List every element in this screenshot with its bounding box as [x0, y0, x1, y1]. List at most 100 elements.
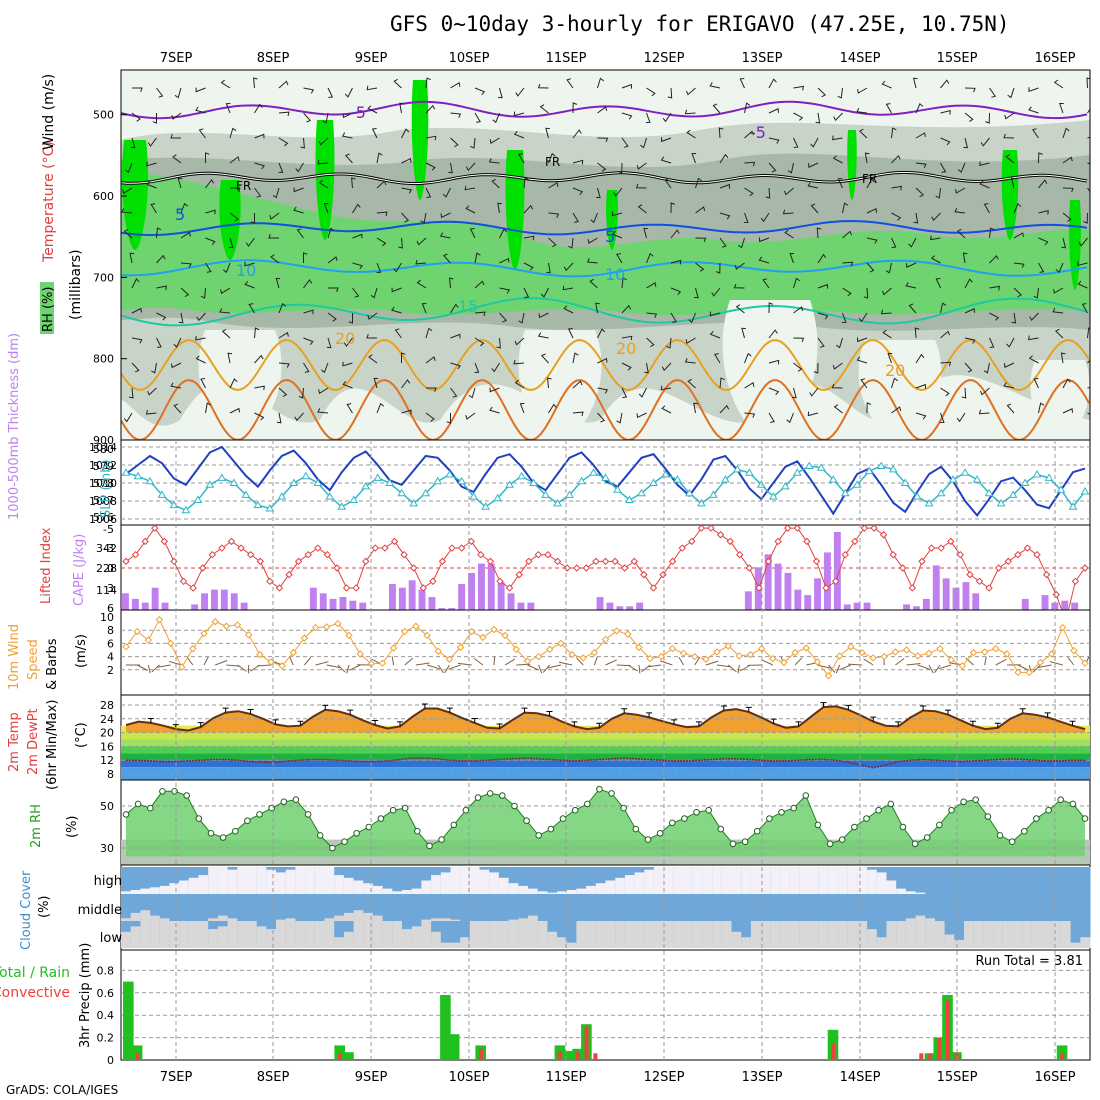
wind-barb — [351, 177, 356, 189]
wind-barb — [446, 413, 451, 424]
wind-speed-point — [1014, 668, 1022, 677]
cloud-cell — [653, 894, 665, 921]
wind-barb — [491, 362, 500, 373]
wind-speed-point — [233, 621, 242, 629]
cloud-gap — [421, 919, 432, 921]
wind-barb — [540, 287, 549, 298]
cloud-gap — [518, 921, 529, 948]
wind-barb — [205, 209, 216, 215]
wind-speed-point — [356, 650, 364, 658]
wind-barb — [1053, 79, 1064, 89]
wind-barb — [621, 83, 632, 89]
wind-barb — [940, 79, 950, 89]
lifted-index-point — [630, 557, 638, 566]
cloud-cell — [925, 867, 936, 894]
wind-barb — [611, 211, 623, 217]
wind-barb — [885, 103, 892, 114]
wind-barb — [1087, 327, 1090, 339]
wind-barb — [548, 237, 557, 248]
lifted-index-point — [774, 537, 782, 546]
wind-barb — [1038, 402, 1045, 414]
cloud-gap — [159, 921, 170, 948]
wind-barb — [962, 252, 968, 264]
y-label-convective: Convective — [0, 985, 70, 1001]
cloud-cell — [634, 894, 645, 921]
y-label-2m-temp: 2m Temp — [7, 712, 22, 772]
cape-bar — [458, 584, 466, 610]
lifted-index-point — [314, 544, 322, 552]
cloud-gap — [343, 931, 355, 948]
wind-speed-point — [1058, 623, 1067, 632]
wind-barb — [815, 112, 821, 124]
precip-total-bar — [334, 1045, 345, 1060]
wind-barb — [278, 302, 287, 314]
cloud-cell — [595, 894, 606, 921]
lifted-index-point — [707, 524, 715, 532]
wind-barb — [465, 162, 476, 172]
wind-speed-point — [300, 634, 309, 642]
wind-barb — [964, 308, 975, 314]
thickness-point — [732, 464, 742, 473]
wind-barb — [912, 77, 918, 89]
cloud-gap — [896, 888, 907, 894]
wind-tick-label: 10 — [100, 611, 114, 624]
temp-minmax-mark — [446, 707, 453, 713]
wind-barb — [317, 408, 329, 414]
cloud-gap — [809, 921, 820, 948]
wind-barb — [979, 387, 990, 396]
wind-barb — [734, 262, 745, 270]
cloud-gap — [198, 921, 209, 948]
wind-barb — [685, 337, 696, 344]
wind-barb — [328, 287, 339, 292]
wind-barb — [866, 262, 875, 273]
wind-barb — [1078, 237, 1088, 247]
cloud-gap — [460, 867, 471, 894]
wind-barb — [684, 109, 696, 115]
wind-barb — [343, 337, 353, 347]
lifted-index-point — [218, 544, 226, 552]
cloud-gap — [789, 867, 800, 894]
slp-line — [125, 445, 1086, 518]
wind-barb — [590, 212, 598, 224]
wind-barb — [228, 237, 234, 249]
wind-barb — [227, 352, 233, 364]
cloud-cell — [208, 894, 219, 921]
wind-barb — [322, 112, 329, 124]
lifted-index-point — [1004, 557, 1012, 566]
cloud-gap — [121, 931, 132, 948]
lifted-index-point — [726, 537, 734, 546]
wind-barb — [881, 287, 892, 296]
thickness-tick-label: 578 — [93, 477, 114, 490]
wind-barb — [719, 404, 730, 414]
thickness-point — [241, 490, 251, 498]
rh-plume — [1069, 200, 1081, 290]
rh2m-point — [511, 802, 518, 810]
cloud-cell — [130, 894, 141, 921]
cape-bar — [764, 554, 772, 610]
wind-barb — [425, 135, 437, 141]
wind-barb — [857, 87, 868, 94]
wind-barb — [572, 159, 584, 165]
wind-barb — [123, 228, 133, 239]
lifted-index-point — [659, 570, 667, 579]
thickness-point — [1032, 470, 1042, 478]
rh2m-point — [948, 806, 955, 814]
cloud-cell — [324, 894, 335, 921]
wind-speed-point — [456, 643, 465, 652]
precip-convective-bar — [584, 1026, 589, 1060]
wind-barb — [719, 377, 725, 389]
lifted-index-point — [793, 524, 802, 532]
cloud-gap — [528, 915, 539, 921]
wind-barb — [1038, 237, 1049, 246]
cloud-gap — [818, 867, 829, 894]
cape-bar — [952, 587, 960, 610]
wind-barb — [278, 137, 289, 147]
cloud-gap — [431, 875, 442, 894]
cloud-gap — [915, 915, 926, 921]
temp-minmax-mark — [347, 709, 354, 715]
wind-barb — [1013, 202, 1022, 214]
wind-barb — [200, 378, 206, 389]
rh2m-point — [304, 811, 312, 818]
lifted-index-point — [151, 524, 159, 532]
